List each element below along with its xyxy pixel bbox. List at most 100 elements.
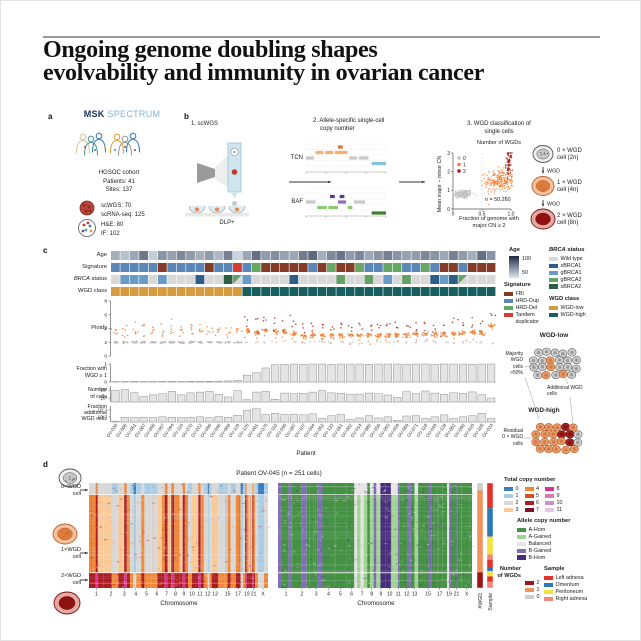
tcn-label: TCN — [290, 155, 303, 161]
chrom-tick: 13 — [212, 592, 218, 598]
step3-line2: single cells — [484, 128, 514, 135]
legend-numwgd-title: Number of WGDs — [489, 566, 521, 579]
panel-d-label: d — [43, 460, 48, 469]
scatter-xlabel-line2: major CN ≥ 2 — [472, 222, 506, 229]
signature-swatch — [504, 305, 513, 311]
signature-swatch — [504, 312, 513, 317]
row-label-brca: BRCA status — [61, 276, 107, 284]
axis-label-patient: Patient — [296, 450, 316, 457]
svg-text:2: 2 — [463, 169, 466, 175]
cell-2n-line1: 0 × WGD — [557, 148, 582, 154]
numwgd-item: 2 — [525, 580, 540, 587]
row-label-age: Age — [96, 252, 107, 258]
tcn-label: 5 — [536, 493, 539, 500]
msk-spectrum-logo: MSK SPECTRUM — [63, 109, 181, 119]
majority-line1: Majority — [505, 351, 523, 357]
legend-brca-title-rest: status — [565, 247, 585, 253]
signature-item-cont: duplicator — [504, 318, 539, 325]
spacer — [504, 319, 513, 323]
allele-label: B-Gained — [528, 547, 552, 554]
svg-text:0: 0 — [104, 354, 107, 360]
assay-scwgs: scWGS: 70 — [101, 203, 132, 209]
chrom-tick: 2 — [110, 592, 113, 598]
tcn-swatch — [524, 500, 534, 506]
signature-label: FBI — [515, 291, 524, 298]
row-label-brca-rest: status — [89, 276, 107, 282]
chrom-tick: 9 — [379, 592, 382, 598]
majority-line4: >50% — [510, 370, 523, 377]
numwgd-label: 2 — [536, 580, 540, 587]
chrom-tick: 2 — [301, 592, 304, 598]
sample-swatch — [544, 596, 553, 601]
brca-label: sBRCA1 — [560, 263, 582, 270]
d-cell2-line2: cell — [72, 579, 81, 586]
logo-spectrum: SPECTRUM — [107, 109, 161, 119]
chromosome-label-right: Chromosome — [357, 600, 395, 607]
chrom-tick: 3 — [123, 592, 126, 598]
brca-swatch — [549, 284, 558, 289]
chrom-tick: 6 — [155, 592, 158, 598]
allele-label: A-Hom — [528, 527, 546, 534]
legend-wgdclass-items: WGD-low WGD-high — [549, 305, 586, 319]
chrom-tick: X — [261, 592, 265, 598]
signature-label: HRD-Dup — [515, 298, 539, 305]
chrom-tick: 10 — [189, 592, 195, 598]
svg-text:8: 8 — [104, 299, 107, 305]
step2-line2: copy number — [320, 125, 355, 132]
d-cell1-line1: 1×WGD — [60, 547, 81, 553]
d-cell0-line1: 0×WGD — [60, 484, 81, 490]
tcn-label: 8 — [556, 486, 560, 493]
cell-8n-label: 2 × WGD cell (8n) — [557, 213, 582, 227]
signature-item: FBI — [504, 291, 539, 298]
additional-line1: Additional WGD — [547, 385, 583, 391]
signature-item: HRD-Dup — [504, 298, 539, 305]
legend-wgdclass-title: WGD class — [549, 296, 580, 302]
chrom-tick: 15 — [225, 592, 231, 598]
brca-label: Wild type — [560, 256, 583, 263]
tcn-item: 8 — [545, 486, 563, 493]
tcn-item: 10 — [545, 500, 563, 507]
residual-line1: Residual — [503, 428, 523, 434]
svg-text:1: 1 — [104, 362, 107, 368]
d-cell1-label: 1×WGD cell — [43, 547, 81, 561]
majority-line2: WGD — [510, 357, 523, 364]
allele-item: Balanced — [517, 541, 551, 548]
legend-signature-items: FBI HRD-Dup HRD-Del Tandem duplicator — [504, 291, 539, 325]
cell-8n-line2: cell (8n) — [557, 220, 579, 226]
chrom-tick: 8 — [174, 592, 177, 598]
signature-swatch — [504, 299, 513, 304]
allele-item: B-Gained — [517, 547, 551, 554]
svg-text:10⁻¹: 10⁻¹ — [98, 408, 108, 414]
step2-line1: 2. Allele-specific single-cell — [313, 118, 385, 124]
chrom-tick: 5 — [339, 592, 342, 598]
tcn-swatch — [504, 500, 513, 506]
allele-swatch — [517, 555, 526, 560]
tcn-swatch — [504, 507, 513, 512]
chrom-tick: 21 — [454, 592, 460, 598]
title-line2: evolvability and immunity in ovarian can… — [43, 60, 485, 86]
chrom-tick: 10 — [387, 592, 393, 598]
brca-label: gBRCA2 — [560, 276, 582, 283]
tcn-label: 10 — [556, 499, 563, 506]
brca-swatch — [549, 257, 558, 262]
wgdclass-label: WGD-high — [560, 312, 586, 319]
sample-label: Omentum — [555, 582, 580, 589]
svg-text:2: 2 — [447, 169, 450, 175]
axis-cells-line2: of cells — [90, 393, 107, 400]
sample-label: Peritoneum — [555, 588, 584, 595]
chrom-tick: 19 — [446, 592, 452, 598]
cell-4n-line1: 1 × WGD — [557, 180, 582, 186]
svg-text:0: 0 — [463, 156, 466, 162]
sample-label: Left adnexa — [555, 575, 584, 582]
cell-4n-label: 1 × WGD cell (4n) — [557, 180, 582, 194]
axis-cells-line1: Number — [87, 387, 107, 393]
chrom-tick: 19 — [244, 592, 250, 598]
scatter-n-label: n = 50,260 — [485, 197, 511, 203]
majority-line3: cells — [512, 363, 523, 370]
tcn-swatch — [524, 507, 534, 512]
brca-swatch — [549, 264, 558, 269]
numwgd-swatch — [525, 581, 534, 586]
title-line1: Ongoing genome doubling shapes — [43, 37, 378, 63]
svg-text:4: 4 — [104, 326, 107, 332]
